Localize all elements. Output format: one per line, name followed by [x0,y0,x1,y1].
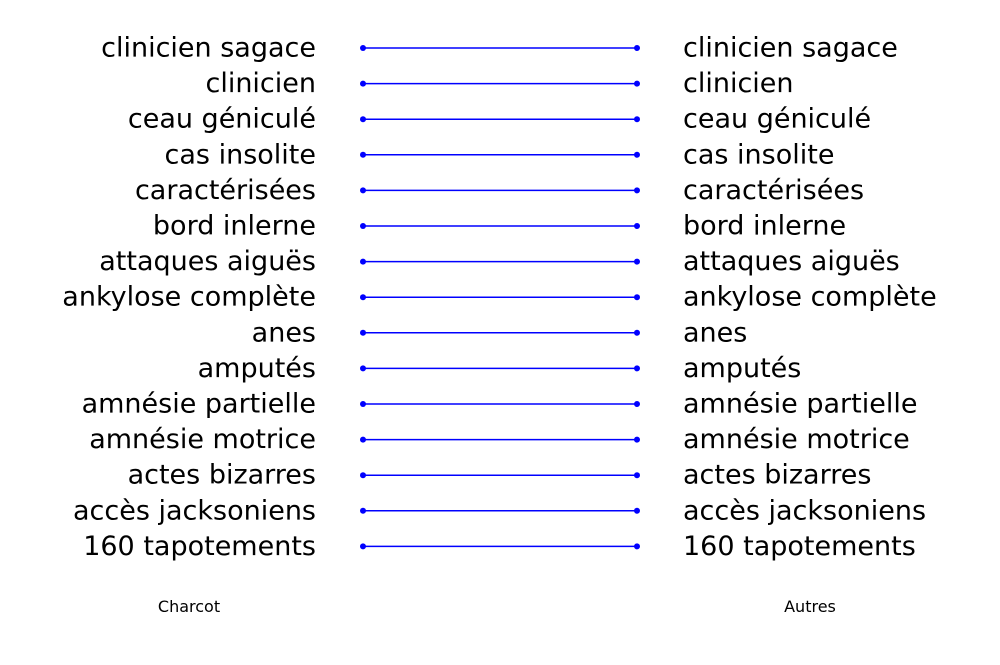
left-term: actes bizarres [128,460,316,491]
connector-left-dot [360,223,366,229]
connector-left-dot [360,472,366,479]
right-term: bord inlerne [683,211,846,242]
right-term: anes [683,317,747,348]
connector-left-dot [360,258,366,265]
term-pair-row: clinicien clinicien [205,68,793,99]
left-term: amnésie motrice [89,424,316,455]
connector-left-dot [360,294,366,301]
term-pair-row: clinicien sagace clinicien sagace [101,33,898,64]
connector-left-dot [360,401,366,407]
term-pair-row: amputés amputés [198,353,802,384]
term-pair-row: accès jacksoniens accès jacksoniens [73,495,926,526]
connector-right-dot [634,187,640,194]
right-term: ankylose complète [683,282,937,313]
left-term: clinicien [205,68,316,99]
connector-right-dot [634,472,640,479]
term-pair-row: bord inlerne bord inlerne [153,211,846,242]
left-term: attaques aiguës [99,246,316,277]
term-pair-row: 160 tapotements 160 tapotements [83,531,916,562]
right-term: cas insolite [683,139,834,170]
right-term: amputés [683,353,801,384]
connector-right-dot [634,151,640,158]
connector-right-dot [634,436,640,443]
right-term: clinicien sagace [683,33,898,64]
connector-right-dot [634,223,640,229]
connector-left-dot [360,187,366,194]
right-term: 160 tapotements [683,531,916,562]
left-term: ankylose complète [62,282,316,313]
connector-right-dot [634,258,640,265]
connector-right-dot [634,543,640,550]
right-term: clinicien [683,68,794,99]
left-term: 160 tapotements [83,531,316,562]
term-pair-row: amnésie motrice amnésie motrice [89,424,910,455]
connector-right-dot [634,365,640,372]
connector-left-dot [360,116,366,123]
connector-left-dot [360,151,366,158]
right-term: amnésie partielle [683,389,917,420]
term-pair-row: amnésie partielle amnésie partielle [82,389,918,420]
connector-right-dot [634,45,640,51]
left-term: anes [252,317,316,348]
term-pair-row: anes anes [252,317,748,348]
right-column-label: Autres [784,597,836,616]
right-term: caractérisées [683,175,864,206]
term-pair-row: ankylose complète ankylose complète [62,282,936,313]
term-pair-row: ceau géniculé ceau géniculé [128,104,871,135]
left-term: clinicien sagace [101,33,316,64]
term-pair-row: actes bizarres actes bizarres [128,460,872,491]
left-term: amputés [198,353,316,384]
connector-right-dot [634,294,640,301]
connector-left-dot [360,543,366,550]
connector-right-dot [634,116,640,123]
right-term: ceau géniculé [683,104,871,135]
connector-left-dot [360,45,366,51]
term-pairs: clinicien sagace clinicien sagaceclinicie… [62,33,936,562]
connector-left-dot [360,436,366,443]
connector-right-dot [634,329,640,336]
connector-left-dot [360,329,366,336]
left-term: amnésie partielle [82,389,316,420]
connector-right-dot [634,80,640,87]
right-term: actes bizarres [683,460,871,491]
left-term: caractérisées [135,175,316,206]
right-term: amnésie motrice [683,424,910,455]
term-pair-row: cas insolite cas insolite [165,139,835,170]
left-column-label: Charcot [158,597,220,616]
term-pair-row: attaques aiguës attaques aiguës [99,246,900,277]
term-pair-row: caractérisées caractérisées [135,175,864,206]
right-term: accès jacksoniens [683,495,926,526]
connector-left-dot [360,365,366,372]
left-term: bord inlerne [153,211,316,242]
connector-left-dot [360,80,366,87]
left-term: accès jacksoniens [73,495,316,526]
right-term: attaques aiguës [683,246,900,277]
left-term: ceau géniculé [128,104,316,135]
left-term: cas insolite [165,139,316,170]
connector-right-dot [634,507,640,514]
connector-right-dot [634,401,640,407]
connector-left-dot [360,507,366,514]
